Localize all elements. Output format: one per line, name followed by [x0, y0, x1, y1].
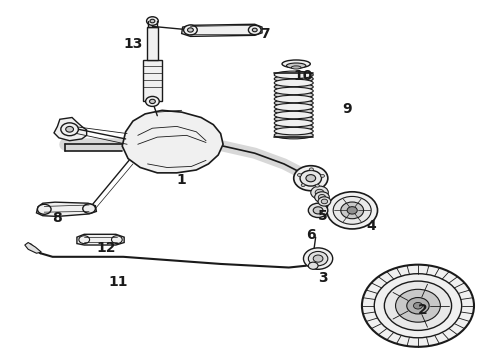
- Circle shape: [321, 199, 328, 204]
- Circle shape: [318, 194, 326, 200]
- Text: 10: 10: [294, 69, 313, 84]
- Circle shape: [318, 197, 331, 206]
- Circle shape: [301, 184, 305, 186]
- Ellipse shape: [282, 60, 310, 68]
- Circle shape: [315, 189, 324, 196]
- Ellipse shape: [274, 131, 313, 139]
- Polygon shape: [77, 234, 124, 245]
- Circle shape: [306, 175, 316, 182]
- Circle shape: [347, 207, 357, 214]
- Circle shape: [149, 99, 155, 104]
- Circle shape: [308, 203, 328, 217]
- Circle shape: [320, 175, 324, 177]
- Text: 6: 6: [306, 228, 316, 242]
- Circle shape: [311, 186, 328, 199]
- Text: 7: 7: [260, 27, 270, 41]
- Text: 2: 2: [418, 303, 428, 318]
- Circle shape: [294, 166, 328, 191]
- Ellipse shape: [274, 119, 313, 127]
- Circle shape: [188, 28, 194, 32]
- Circle shape: [395, 289, 441, 322]
- Polygon shape: [54, 117, 87, 141]
- Ellipse shape: [274, 91, 313, 99]
- Circle shape: [308, 262, 318, 269]
- Circle shape: [150, 19, 155, 23]
- Text: 12: 12: [97, 241, 116, 255]
- Circle shape: [300, 170, 321, 186]
- Circle shape: [362, 265, 474, 347]
- Ellipse shape: [274, 87, 313, 95]
- Ellipse shape: [274, 107, 313, 115]
- Circle shape: [341, 202, 364, 219]
- Polygon shape: [122, 111, 223, 173]
- Ellipse shape: [274, 95, 313, 103]
- Ellipse shape: [291, 66, 301, 69]
- Circle shape: [83, 204, 96, 213]
- Circle shape: [316, 184, 319, 187]
- Circle shape: [37, 204, 51, 214]
- Text: 1: 1: [177, 173, 187, 187]
- Ellipse shape: [274, 99, 313, 107]
- Circle shape: [310, 168, 314, 171]
- Ellipse shape: [274, 127, 313, 135]
- Circle shape: [79, 236, 90, 244]
- Circle shape: [146, 96, 159, 107]
- Text: 13: 13: [123, 37, 143, 51]
- Ellipse shape: [274, 83, 313, 91]
- Text: 5: 5: [318, 209, 328, 223]
- Text: 3: 3: [318, 271, 328, 285]
- Circle shape: [313, 207, 323, 214]
- Circle shape: [414, 302, 422, 309]
- Circle shape: [327, 192, 377, 229]
- Circle shape: [407, 297, 429, 314]
- Polygon shape: [182, 24, 262, 36]
- Ellipse shape: [274, 111, 313, 119]
- Circle shape: [315, 192, 329, 203]
- Ellipse shape: [274, 103, 313, 111]
- Text: 8: 8: [52, 211, 62, 225]
- Polygon shape: [147, 27, 158, 60]
- Text: 4: 4: [367, 220, 376, 233]
- Circle shape: [61, 123, 78, 136]
- Circle shape: [184, 25, 197, 35]
- Text: 11: 11: [109, 275, 128, 289]
- Circle shape: [112, 236, 122, 244]
- Ellipse shape: [274, 71, 313, 78]
- Circle shape: [297, 174, 301, 176]
- Ellipse shape: [274, 75, 313, 82]
- Text: 9: 9: [343, 102, 352, 116]
- Polygon shape: [36, 202, 97, 216]
- Circle shape: [248, 25, 261, 35]
- Ellipse shape: [274, 123, 313, 131]
- Circle shape: [252, 28, 257, 32]
- Circle shape: [313, 255, 323, 262]
- Ellipse shape: [274, 79, 313, 87]
- Circle shape: [66, 126, 74, 132]
- Circle shape: [384, 281, 452, 330]
- Ellipse shape: [287, 63, 306, 68]
- Circle shape: [303, 248, 333, 269]
- Circle shape: [333, 197, 371, 224]
- Ellipse shape: [274, 115, 313, 123]
- Circle shape: [308, 251, 328, 266]
- Circle shape: [147, 17, 158, 25]
- Polygon shape: [25, 243, 41, 253]
- Polygon shape: [143, 60, 162, 102]
